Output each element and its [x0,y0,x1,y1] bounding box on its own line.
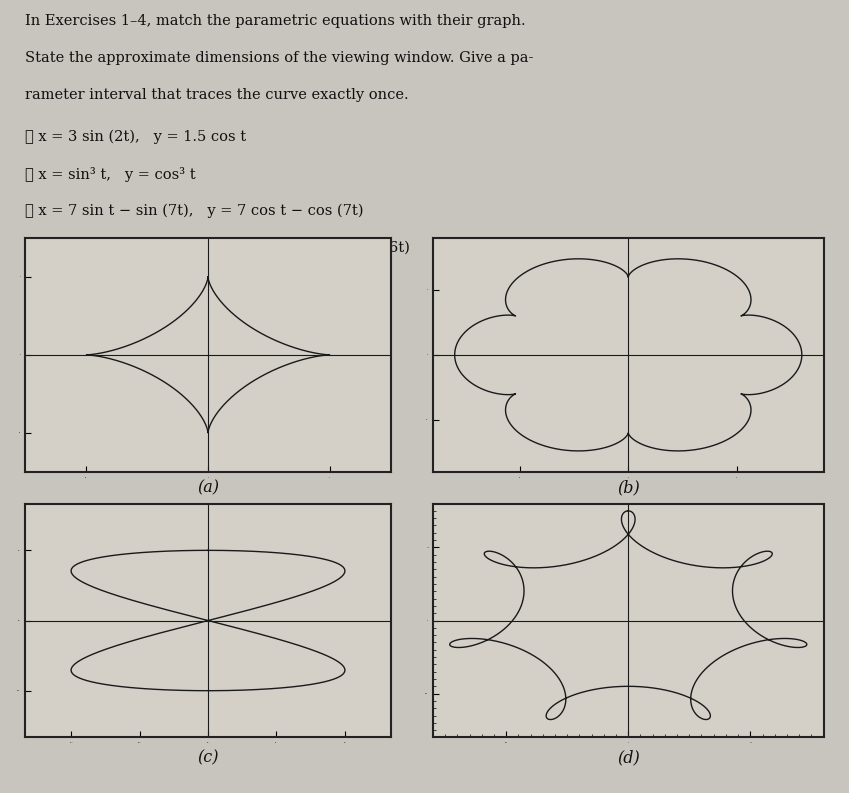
Text: ② x = sin³ t,   y = cos³ t: ② x = sin³ t, y = cos³ t [25,167,196,182]
Text: (a): (a) [197,480,219,496]
Text: (b): (b) [617,480,639,496]
Text: ① x = 3 sin (2t),   y = 1.5 cos t: ① x = 3 sin (2t), y = 1.5 cos t [25,129,246,144]
Text: ③ x = 7 sin t − sin (7t),   y = 7 cos t − cos (7t): ③ x = 7 sin t − sin (7t), y = 7 cos t − … [25,204,363,218]
Text: (c): (c) [197,749,219,766]
Text: In Exercises 1–4, match the parametric equations with their graph.: In Exercises 1–4, match the parametric e… [25,14,526,28]
Text: ④ x = 12 sin t − 3 sin (6t),   y = 12 cos t + 3 cos (6t): ④ x = 12 sin t − 3 sin (6t), y = 12 cos … [25,241,410,255]
Text: (d): (d) [617,749,639,766]
Text: State the approximate dimensions of the viewing window. Give a pa-: State the approximate dimensions of the … [25,52,533,65]
Text: rameter interval that traces the curve exactly once.: rameter interval that traces the curve e… [25,88,408,102]
